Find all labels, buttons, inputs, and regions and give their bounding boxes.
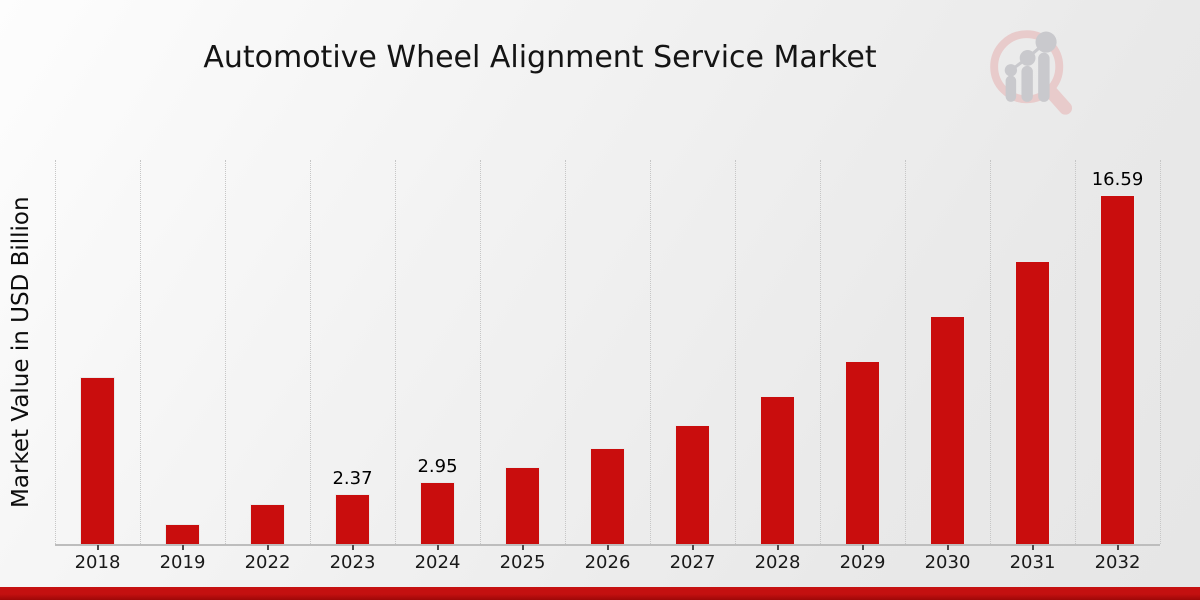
bar-2026 (590, 448, 625, 544)
bar-2027 (675, 425, 710, 544)
x-axis-tick (181, 545, 184, 550)
bar-value-label: 2.37 (332, 468, 373, 489)
bar-2029 (845, 361, 880, 544)
x-tick-label-2030: 2030 (924, 552, 971, 573)
x-axis-tick (266, 545, 269, 550)
x-axis-tick (1116, 545, 1119, 550)
gridline (734, 160, 736, 544)
gridline (479, 160, 481, 544)
trend-dots-icon (1004, 31, 1057, 77)
x-axis-tick (946, 545, 949, 550)
gridline (1074, 160, 1076, 544)
bar-value-label: 2.95 (417, 456, 458, 477)
bar-2031 (1015, 261, 1050, 544)
y-axis-label: Market Value in USD Billion (8, 196, 34, 509)
gridline (394, 160, 396, 544)
x-axis-tick (351, 545, 354, 550)
gridline (904, 160, 906, 544)
x-tick-label-2024: 2024 (414, 552, 461, 573)
x-tick-label-2025: 2025 (499, 552, 546, 573)
x-axis-tick (436, 545, 439, 550)
gridline (224, 160, 226, 544)
x-tick-label-2031: 2031 (1009, 552, 1056, 573)
bar-2023 (335, 494, 370, 544)
gridline (564, 160, 566, 544)
x-tick-label-2028: 2028 (754, 552, 801, 573)
bar-2018 (80, 377, 115, 544)
gridline (54, 160, 56, 544)
x-axis-tick (1031, 545, 1034, 550)
gridline (989, 160, 991, 544)
x-tick-label-2027: 2027 (669, 552, 716, 573)
x-axis-tick (691, 545, 694, 550)
footer-accent-stripe (0, 587, 1200, 600)
bar-value-label: 16.59 (1091, 169, 1144, 190)
gridline (649, 160, 651, 544)
x-axis-tick (96, 545, 99, 550)
gridline (139, 160, 141, 544)
x-tick-label-2023: 2023 (329, 552, 376, 573)
x-axis-tick (861, 545, 864, 550)
bar-2019 (165, 524, 200, 544)
gridline (1159, 160, 1161, 544)
x-axis-tick (521, 545, 524, 550)
gridline (309, 160, 311, 544)
bar-2028 (760, 396, 795, 544)
bar-2032 (1100, 195, 1135, 544)
plot-area: 2018 2019 2022 2.37 2023 2.95 2024 2025 2026 2027… (54, 160, 1161, 573)
chart-bars-icon (1005, 52, 1050, 102)
x-tick-label-2026: 2026 (584, 552, 631, 573)
chart-title: Automotive Wheel Alignment Service Marke… (203, 40, 877, 75)
x-axis-tick (776, 545, 779, 550)
x-tick-label-2019: 2019 (159, 552, 206, 573)
x-tick-label-2022: 2022 (244, 552, 291, 573)
x-axis-tick (606, 545, 609, 550)
bar-2024 (420, 482, 455, 544)
x-tick-label-2032: 2032 (1094, 552, 1141, 573)
brand-logo-watermark (990, 30, 1073, 115)
bar-2025 (505, 467, 540, 544)
bar-2030 (930, 316, 965, 544)
gridline (819, 160, 821, 544)
x-tick-label-2029: 2029 (839, 552, 886, 573)
bar-2022 (250, 504, 285, 544)
x-tick-label-2018: 2018 (74, 552, 121, 573)
